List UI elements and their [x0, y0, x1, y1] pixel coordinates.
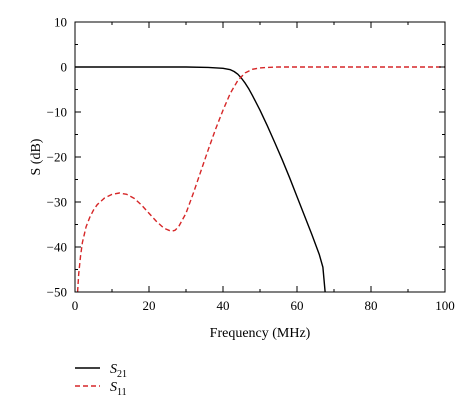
y-tick-label: −10	[47, 105, 67, 120]
plot-lines	[75, 66, 445, 292]
x-axis-label: Frequency (MHz)	[210, 326, 311, 341]
axis-tick-labels: 0 20 40 60 80 100 −50 −40 −30 −20 −10 0 10	[47, 15, 455, 314]
x-tick-label: 80	[365, 298, 378, 313]
series-line-s21	[75, 66, 326, 292]
y-tick-label: −40	[47, 240, 67, 255]
x-tick-label: 100	[435, 298, 455, 313]
x-tick-label: 60	[291, 298, 304, 313]
legend-label-s11: S11	[110, 380, 127, 398]
y-tick-label: −50	[47, 285, 67, 300]
y-tick-label: 0	[61, 60, 68, 75]
x-tick-label: 0	[72, 298, 79, 313]
y-tick-label: 10	[54, 15, 67, 30]
x-tick-label: 40	[217, 298, 230, 313]
x-tick-label: 20	[143, 298, 156, 313]
series-line-s11	[76, 66, 445, 292]
y-tick-label: −30	[47, 195, 67, 210]
y-axis-label: S (dB)	[29, 138, 44, 175]
plot-frame	[74, 21, 446, 293]
axis-ticks	[74, 21, 446, 293]
y-tick-label: −20	[47, 150, 67, 165]
legend-label-s21: S21	[110, 362, 127, 380]
